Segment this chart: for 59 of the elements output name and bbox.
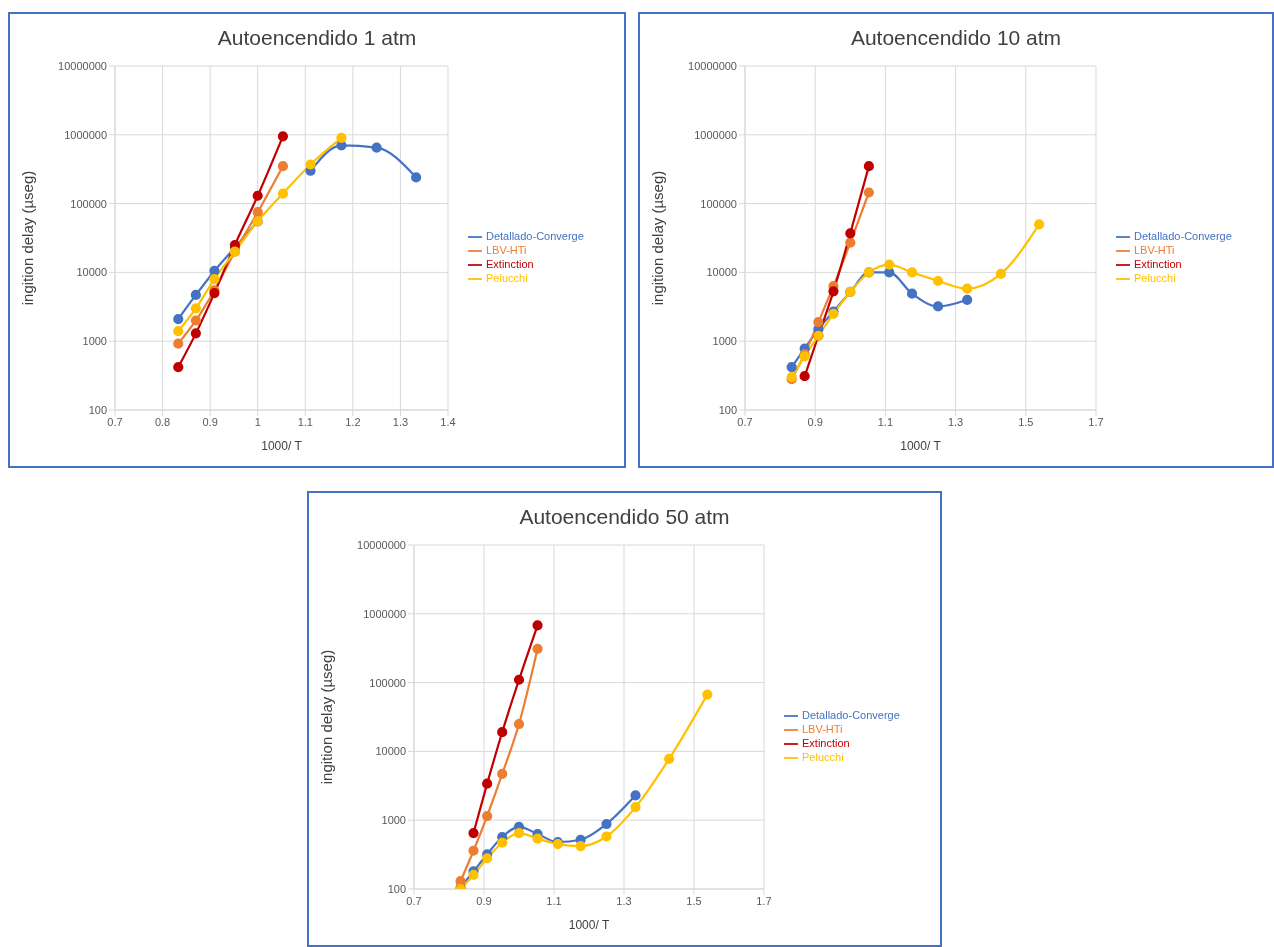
- x-tick-label: 1.3: [392, 415, 409, 428]
- chart-title: Autoencendido 10 atm: [849, 26, 1063, 51]
- y-tick-label: 100000: [70, 197, 107, 210]
- x-tick-label: 1.1: [877, 415, 894, 428]
- x-tick-label: 1.7: [1088, 415, 1104, 428]
- x-tick-label: 1.5: [1018, 415, 1034, 428]
- x-tick-label: 0.7: [107, 415, 123, 428]
- chart-title: Autoencendido 50 atm: [518, 505, 731, 530]
- x-tick-label: 0.7: [406, 894, 422, 907]
- y-tick-label: 100: [387, 882, 406, 895]
- x-tick-label: 1.5: [686, 894, 702, 907]
- y-axis-title: ingition delay (µseg): [19, 170, 37, 306]
- legend-label: Pelucchi: [802, 751, 844, 764]
- chart-title: Autoencendido 1 atm: [216, 26, 418, 51]
- legend-label: LBV-HTi: [802, 722, 843, 735]
- x-axis-title: 1000/ T: [568, 918, 610, 932]
- y-tick-label: 1000: [712, 335, 737, 348]
- x-tick-label: 1.1: [297, 415, 313, 428]
- x-tick-label: 0.8: [154, 415, 171, 428]
- x-tick-label: 1.7: [756, 894, 772, 907]
- x-axis-title: 1000/ T: [261, 439, 303, 453]
- x-tick-label: 1.4: [440, 415, 456, 428]
- x-tick-label: 1.3: [947, 415, 964, 428]
- y-tick-label: 100000: [369, 676, 406, 689]
- y-tick-label: 10000000: [688, 59, 737, 72]
- x-axis-title: 1000/ T: [900, 439, 942, 453]
- y-tick-label: 100000: [700, 197, 737, 210]
- y-axis-title: ingition delay (µseg): [649, 170, 667, 306]
- legend-label: Extinction: [1134, 258, 1182, 270]
- legend-label: Extinction: [802, 737, 850, 749]
- legend-label: Pelucchi: [486, 272, 528, 285]
- legend-label: LBV-HTi: [486, 243, 527, 256]
- y-axis-title: ingition delay (µseg): [318, 649, 336, 785]
- x-tick-label: 0.9: [807, 415, 823, 428]
- y-tick-label: 100: [718, 403, 737, 416]
- y-tick-label: 10000: [706, 266, 737, 279]
- x-tick-label: 1.1: [546, 894, 562, 907]
- legend-label: Detallado-Converge: [802, 708, 900, 721]
- y-tick-label: 10000: [76, 266, 107, 279]
- legend-label: Detallado-Converge: [1134, 229, 1232, 242]
- y-tick-label: 10000000: [58, 59, 107, 72]
- x-tick-label: 1.3: [616, 894, 632, 907]
- x-tick-label: 1.2: [345, 415, 361, 428]
- legend-label: Pelucchi: [1134, 272, 1176, 285]
- legend-label: Extinction: [486, 258, 534, 270]
- y-tick-label: 1000: [82, 335, 107, 348]
- legend-label: LBV-HTi: [1134, 243, 1175, 256]
- y-tick-label: 1000000: [64, 128, 107, 141]
- x-tick-label: 0.9: [476, 894, 492, 907]
- x-tick-label: 0.7: [737, 415, 753, 428]
- y-tick-label: 100: [88, 403, 107, 416]
- x-tick-label: 1: [254, 415, 261, 428]
- y-tick-label: 10000: [375, 745, 406, 758]
- y-tick-label: 1000000: [694, 128, 737, 141]
- x-tick-label: 0.9: [202, 415, 218, 428]
- y-tick-label: 1000000: [363, 607, 406, 620]
- y-tick-label: 1000: [381, 814, 406, 827]
- legend-label: Detallado-Converge: [486, 229, 584, 242]
- y-tick-label: 10000000: [357, 538, 406, 551]
